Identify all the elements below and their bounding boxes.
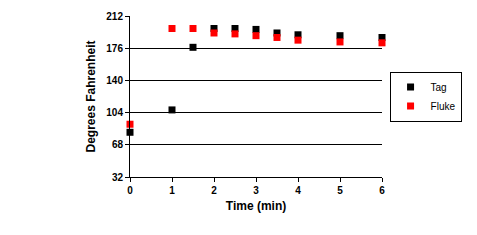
svg-text:32: 32: [112, 172, 124, 183]
svg-text:3: 3: [253, 185, 259, 196]
svg-text:104: 104: [106, 107, 123, 118]
svg-text:212: 212: [106, 11, 123, 22]
svg-text:140: 140: [106, 75, 123, 86]
svg-text:Time (min): Time (min): [226, 199, 286, 213]
svg-text:2: 2: [211, 185, 217, 196]
svg-text:0: 0: [127, 185, 133, 196]
svg-text:176: 176: [106, 43, 123, 54]
svg-text:Tag: Tag: [431, 82, 447, 93]
svg-text:6: 6: [379, 185, 385, 196]
svg-text:5: 5: [337, 185, 343, 196]
svg-text:Fluke: Fluke: [431, 101, 456, 112]
svg-text:Degrees Fahrenheit: Degrees Fahrenheit: [84, 40, 98, 152]
svg-text:68: 68: [112, 139, 124, 150]
svg-text:4: 4: [295, 185, 301, 196]
svg-text:1: 1: [169, 185, 175, 196]
